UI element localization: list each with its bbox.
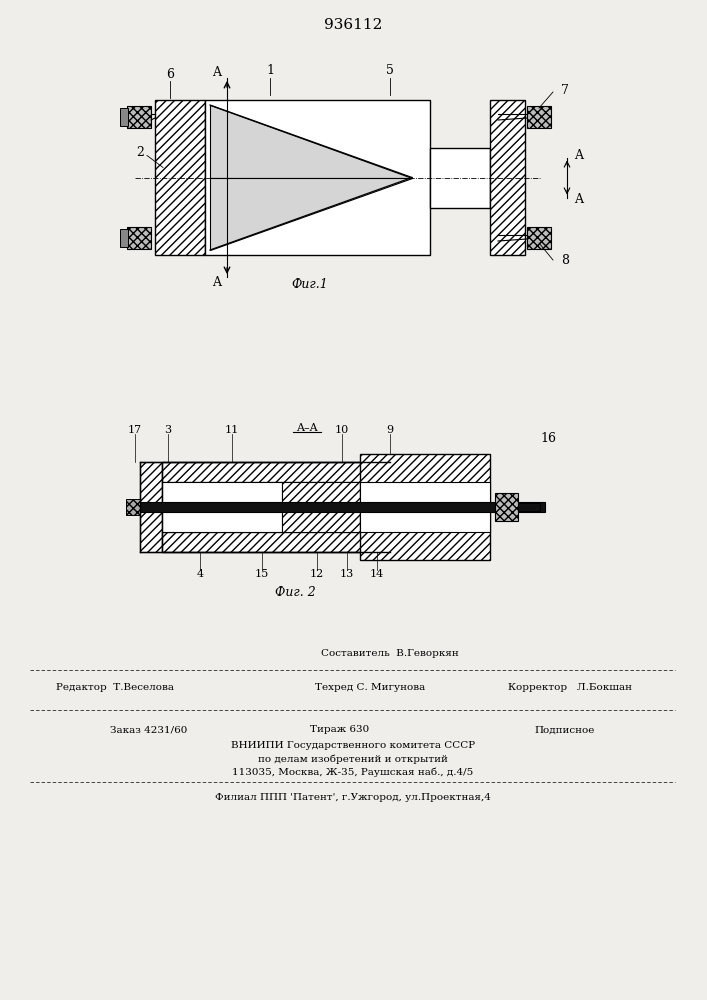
Text: 13: 13 — [340, 569, 354, 579]
Text: Заказ 4231/60: Заказ 4231/60 — [110, 726, 187, 734]
Text: 8: 8 — [561, 253, 569, 266]
Bar — [490, 100, 525, 255]
Text: ВНИИПИ Государственного комитета СССР: ВНИИПИ Государственного комитета СССР — [231, 742, 475, 750]
Text: 11: 11 — [225, 425, 239, 435]
Polygon shape — [430, 147, 490, 208]
Text: 1: 1 — [266, 64, 274, 77]
Bar — [126, 499, 140, 515]
Text: 5: 5 — [386, 64, 394, 77]
Bar — [140, 462, 162, 552]
Polygon shape — [162, 482, 282, 532]
Text: 2: 2 — [136, 146, 144, 159]
Bar — [162, 532, 390, 552]
Text: Подписное: Подписное — [534, 726, 595, 734]
Text: 3: 3 — [165, 425, 172, 435]
Text: Фиг. 2: Фиг. 2 — [274, 585, 315, 598]
Text: 15: 15 — [255, 569, 269, 579]
Bar — [120, 108, 128, 126]
Polygon shape — [360, 482, 490, 532]
Bar — [282, 482, 390, 532]
Text: Редактор  Т.Веселова: Редактор Т.Веселова — [56, 684, 174, 692]
Text: 14: 14 — [370, 569, 384, 579]
Text: Корректор   Л.Бокшан: Корректор Л.Бокшан — [508, 684, 632, 692]
Polygon shape — [518, 503, 540, 511]
Bar — [527, 106, 551, 128]
Text: A–A: A–A — [296, 423, 318, 433]
Polygon shape — [210, 105, 412, 178]
Text: Техред С. Мигунова: Техред С. Мигунова — [315, 684, 425, 692]
Text: 4: 4 — [197, 569, 204, 579]
Text: A: A — [213, 276, 221, 290]
Text: 16: 16 — [540, 432, 556, 446]
Text: Фиг.1: Фиг.1 — [291, 278, 328, 292]
Text: A: A — [213, 66, 221, 79]
Bar — [120, 229, 128, 247]
Text: по делам изобретений и открытий: по делам изобретений и открытий — [258, 754, 448, 764]
Bar — [127, 106, 151, 128]
Text: A: A — [575, 193, 583, 206]
Text: 9: 9 — [387, 425, 394, 435]
Bar — [162, 462, 390, 482]
Text: 6: 6 — [166, 68, 174, 82]
Text: 12: 12 — [310, 569, 324, 579]
Bar — [360, 454, 490, 560]
Bar — [127, 227, 151, 249]
Polygon shape — [140, 502, 545, 512]
Bar — [527, 227, 551, 249]
Text: Филиал ППП 'Патент', г.Ужгород, ул.Проектная,4: Филиал ППП 'Патент', г.Ужгород, ул.Проек… — [215, 794, 491, 802]
Text: A: A — [575, 149, 583, 162]
Text: 17: 17 — [128, 425, 142, 435]
Text: 10: 10 — [335, 425, 349, 435]
Text: Составитель  В.Геворкян: Составитель В.Геворкян — [321, 650, 459, 658]
Bar — [495, 493, 518, 521]
Text: Тираж 630: Тираж 630 — [310, 726, 370, 734]
Polygon shape — [210, 178, 412, 250]
Text: 936112: 936112 — [324, 18, 382, 32]
Bar — [155, 100, 205, 255]
Text: 113035, Москва, Ж-35, Раушская наб., д.4/5: 113035, Москва, Ж-35, Раушская наб., д.4… — [233, 767, 474, 777]
Polygon shape — [205, 100, 430, 255]
Text: 7: 7 — [561, 84, 569, 97]
